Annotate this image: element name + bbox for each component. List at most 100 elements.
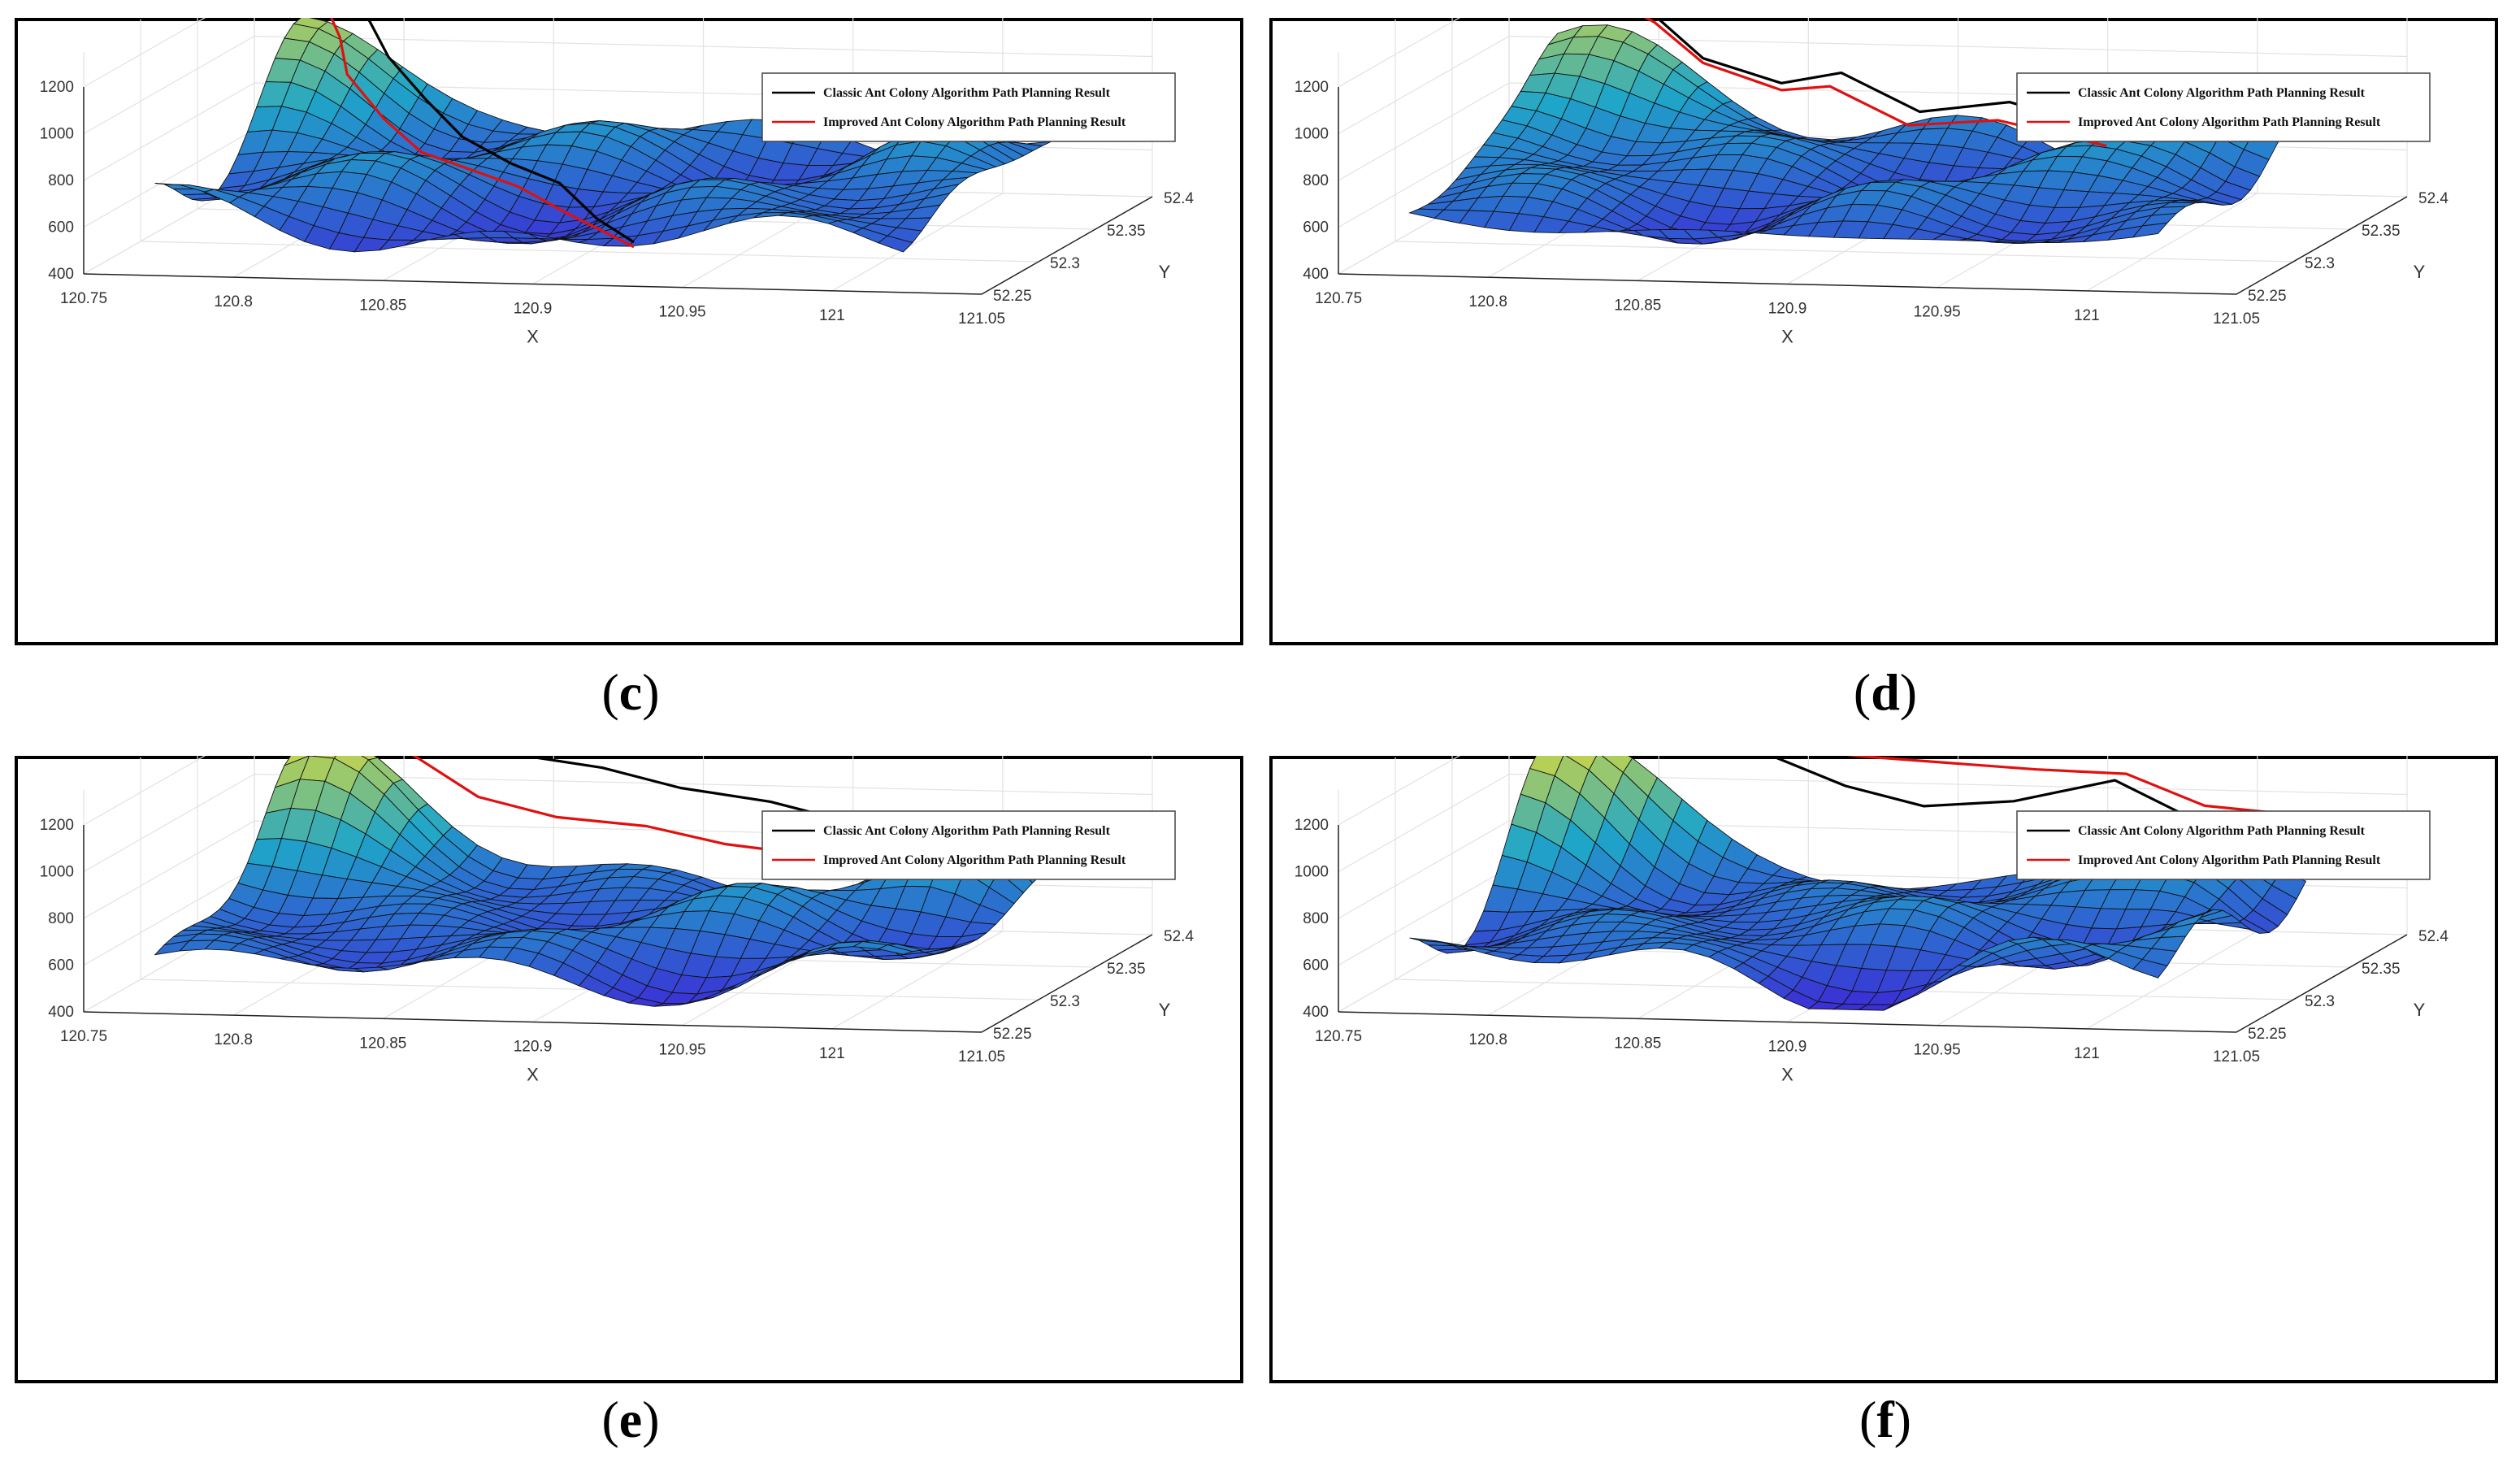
y-tick-label: 52.25 xyxy=(993,1026,1032,1043)
x-tick-label: 121.05 xyxy=(2213,310,2260,328)
x-tick-label: 120.85 xyxy=(1614,1035,1661,1052)
gridline-side-z xyxy=(1338,773,1510,873)
terrain-surface xyxy=(1409,756,2307,1011)
z-tick-label: 1200 xyxy=(40,79,74,96)
legend-classic-label: Classic Ant Colony Algorithm Path Planni… xyxy=(823,86,1111,100)
panel-d: 120.75 120.8 120.85 120.9 120.95 121 121.05 52.… xyxy=(1269,18,2498,645)
chart-c: 120.75 120.8 120.85 120.9 120.95 121 121.05 52.… xyxy=(15,18,1243,645)
x-tick-label: 121 xyxy=(2074,1045,2100,1062)
x-axis-line xyxy=(1338,1011,2237,1033)
gridline-floor-y xyxy=(1394,241,2294,263)
x-tick-label: 120.95 xyxy=(1914,304,1961,321)
surface-cell xyxy=(877,235,913,253)
z-tick-label: 400 xyxy=(1303,266,1329,283)
legend-classic-label: Classic Ant Colony Algorithm Path Planni… xyxy=(2078,824,2366,838)
chart-e: 120.75 120.8 120.85 120.9 120.95 121 121.05 52.… xyxy=(15,756,1243,1383)
z-tick-label: 1000 xyxy=(40,864,74,881)
gridline-side-z xyxy=(1338,866,1510,966)
gridline-floor-y xyxy=(140,241,1039,263)
classic-path-line xyxy=(1767,756,2284,827)
y-tick-label: 52.3 xyxy=(1050,255,1080,272)
legend-improved-label: Improved Ant Colony Algorithm Path Plann… xyxy=(2078,853,2381,867)
z-tick-label: 800 xyxy=(1303,172,1329,189)
y-tick-label: 52.3 xyxy=(1050,993,1080,1010)
x-tick-label: 120.75 xyxy=(1315,290,1362,307)
surface-cell xyxy=(2132,222,2169,238)
legend: Classic Ant Colony Algorithm Path Planni… xyxy=(2016,72,2431,142)
x-axis-label: X xyxy=(1781,327,1793,347)
caption-c: (c) xyxy=(601,663,660,721)
gridline-side-z xyxy=(83,82,255,181)
y-axis-label: Y xyxy=(2414,1000,2426,1020)
gridline-floor-x xyxy=(2086,931,2258,1030)
x-tick-label: 120.95 xyxy=(659,1042,706,1059)
classic-path-line xyxy=(1655,18,2088,126)
legend-improved-label: Improved Ant Colony Algorithm Path Plann… xyxy=(823,853,1126,867)
z-tick-label: 400 xyxy=(48,1004,74,1021)
x-tick-label: 120.95 xyxy=(1914,1042,1961,1059)
x-axis-line xyxy=(1338,273,2237,295)
legend-box xyxy=(761,72,1176,142)
gridline-floor-x xyxy=(2086,193,2258,292)
panel-c: 120.75 120.8 120.85 120.9 120.95 121 121.05 52.… xyxy=(15,18,1243,645)
x-tick-label: 120.9 xyxy=(1768,1039,1807,1056)
surface-cell xyxy=(2132,958,2168,979)
gridline-side-z xyxy=(83,773,255,873)
legend: Classic Ant Colony Algorithm Path Planni… xyxy=(761,810,1176,880)
x-tick-label: 120.85 xyxy=(359,297,406,314)
axes xyxy=(1338,825,2408,1033)
gridline-floor-x xyxy=(831,931,1004,1030)
legend-box xyxy=(761,810,1176,880)
y-tick-label: 52.25 xyxy=(2248,1026,2287,1043)
z-tick-label: 600 xyxy=(1303,219,1329,237)
y-axis-label: Y xyxy=(1159,262,1171,282)
y-axis-label: Y xyxy=(1159,1000,1171,1020)
z-tick-label: 1200 xyxy=(1295,79,1329,96)
x-tick-label: 120.8 xyxy=(214,1031,253,1048)
panel-e: 120.75 120.8 120.85 120.9 120.95 121 121.05 52.… xyxy=(15,756,1243,1383)
gridline-side-z xyxy=(1338,18,1460,88)
gridline-side-z xyxy=(83,18,206,88)
x-tick-label: 120.9 xyxy=(514,1039,553,1056)
x-tick-label: 120.85 xyxy=(1614,297,1661,314)
caption-d: (d) xyxy=(1853,663,1918,721)
y-tick-label: 52.35 xyxy=(2362,223,2401,240)
x-tick-label: 121 xyxy=(819,307,845,324)
caption-e: (e) xyxy=(601,1391,660,1448)
surface-cell xyxy=(877,944,914,955)
y-tick-label: 52.3 xyxy=(2305,255,2335,272)
z-tick-label: 600 xyxy=(48,219,74,237)
terrain-surface xyxy=(154,756,1052,1007)
panel-f: 120.75 120.8 120.85 120.9 120.95 121 121.05 52.… xyxy=(1269,756,2498,1383)
y-tick-label: 52.4 xyxy=(2418,928,2448,945)
x-axis-line xyxy=(83,1011,982,1033)
improved-path-line xyxy=(1847,756,2295,817)
gridline-side-z xyxy=(83,128,255,228)
gridline-side-z xyxy=(83,756,206,826)
gridline-side-z xyxy=(1338,35,1510,135)
gridline-side-z xyxy=(83,35,255,135)
x-tick-label: 121.05 xyxy=(2213,1048,2260,1066)
y-axis-label: Y xyxy=(2414,262,2426,282)
gridline-floor-x xyxy=(831,193,1004,292)
improved-path-line xyxy=(330,18,635,249)
gridline-side-z xyxy=(83,820,255,919)
z-tick-label: 600 xyxy=(1303,957,1329,974)
y-tick-label: 52.35 xyxy=(1107,223,1146,240)
z-tick-label: 400 xyxy=(1303,1004,1329,1021)
gridline-side-z xyxy=(1338,128,1510,228)
y-tick-label: 52.25 xyxy=(993,288,1032,305)
y-tick-label: 52.35 xyxy=(1107,961,1146,978)
y-axis-line xyxy=(2236,934,2408,1033)
x-tick-label: 120.75 xyxy=(1315,1028,1362,1045)
chart-d: 120.75 120.8 120.85 120.9 120.95 121 121.05 52.… xyxy=(1269,18,2498,645)
x-axis-label: X xyxy=(1781,1065,1793,1085)
legend: Classic Ant Colony Algorithm Path Planni… xyxy=(2016,810,2431,880)
x-tick-label: 120.95 xyxy=(659,304,706,321)
legend-improved-label: Improved Ant Colony Algorithm Path Plann… xyxy=(823,115,1126,129)
x-axis-label: X xyxy=(527,327,539,347)
y-tick-label: 52.4 xyxy=(2418,190,2448,207)
y-tick-label: 52.35 xyxy=(2362,961,2401,978)
classic-path-line xyxy=(365,18,635,244)
z-tick-label: 1000 xyxy=(1295,126,1329,143)
